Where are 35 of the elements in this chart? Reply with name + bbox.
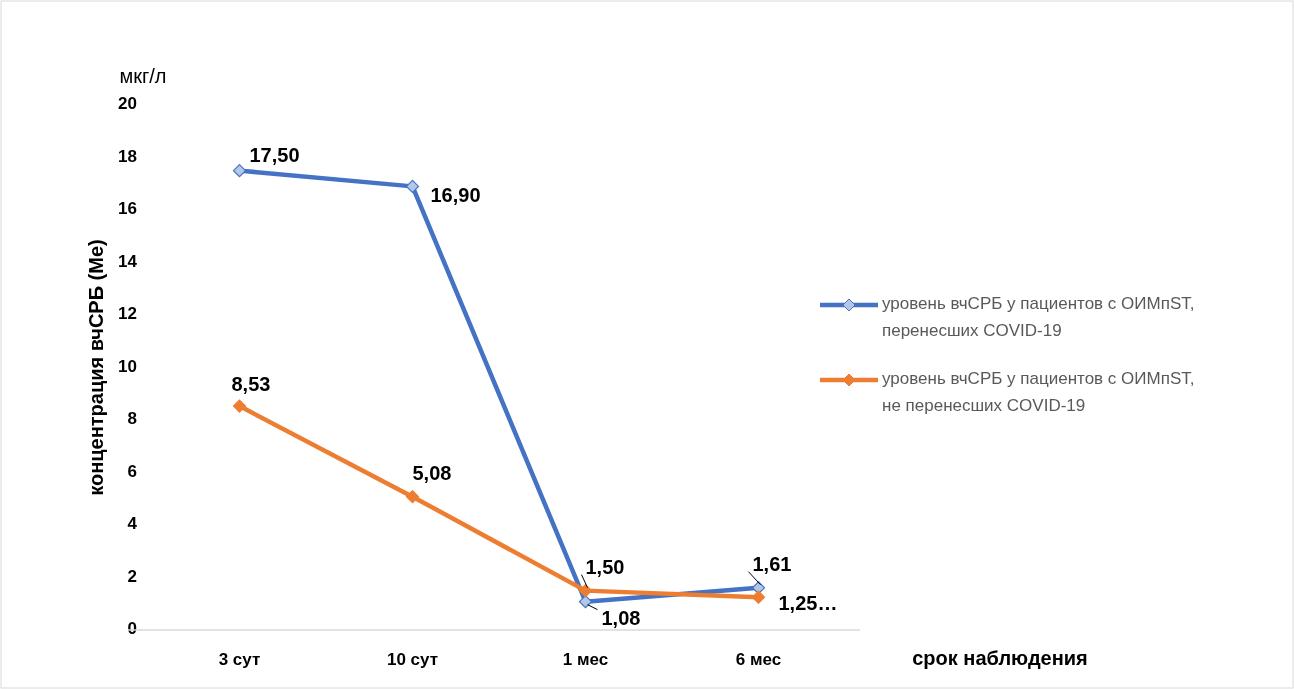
y-tick-label: 4 [127, 514, 138, 534]
data-label: 17,50 [249, 143, 300, 166]
x-tick-label: 10 сут [386, 650, 439, 669]
x-tick-label: 1 мес [562, 650, 609, 669]
point [232, 399, 247, 413]
data-label: 16,90 [430, 183, 481, 206]
y-tick-label: 6 [127, 461, 137, 481]
data-label: 8,53 [231, 373, 271, 396]
data-label: 5,08 [412, 461, 452, 484]
point [751, 590, 766, 604]
text: мкг/л [119, 65, 167, 87]
x-axis-title: срок наблюдения [912, 647, 1088, 669]
y-tick-label: 2 [127, 566, 137, 586]
y-tick-label: 8 [127, 409, 137, 429]
y-tick-label: 16 [118, 199, 137, 219]
y-tick-label: 0 [127, 619, 137, 639]
point [405, 179, 420, 193]
y-tick-label: 14 [118, 251, 138, 271]
data-label: 1,25… [778, 592, 838, 615]
y-tick-label: 10 [118, 356, 137, 376]
x-tick-label: 3 сут [218, 650, 261, 669]
y-tick-label: 18 [118, 146, 137, 166]
point [578, 584, 593, 598]
legend-label: уровень вчСРБ у пациентов с ОИМпST, не перенесших COVID-19 [882, 369, 1195, 416]
data-label: 1,50 [585, 555, 625, 578]
y-tick-label: 12 [118, 304, 137, 324]
data-label: 1,61 [752, 553, 792, 576]
point [232, 164, 247, 178]
legend-label: уровень вчСРБ у пациентов с ОИМпST, перенесших COVID-19 [882, 294, 1195, 341]
data-label: 1,08 [601, 606, 641, 629]
point [405, 490, 420, 504]
y-axis-title: концентрация вчСРБ (Me) [85, 239, 107, 496]
y-tick-label: 20 [118, 94, 137, 114]
point [578, 595, 593, 609]
x-tick-label: 6 мес [735, 650, 782, 669]
